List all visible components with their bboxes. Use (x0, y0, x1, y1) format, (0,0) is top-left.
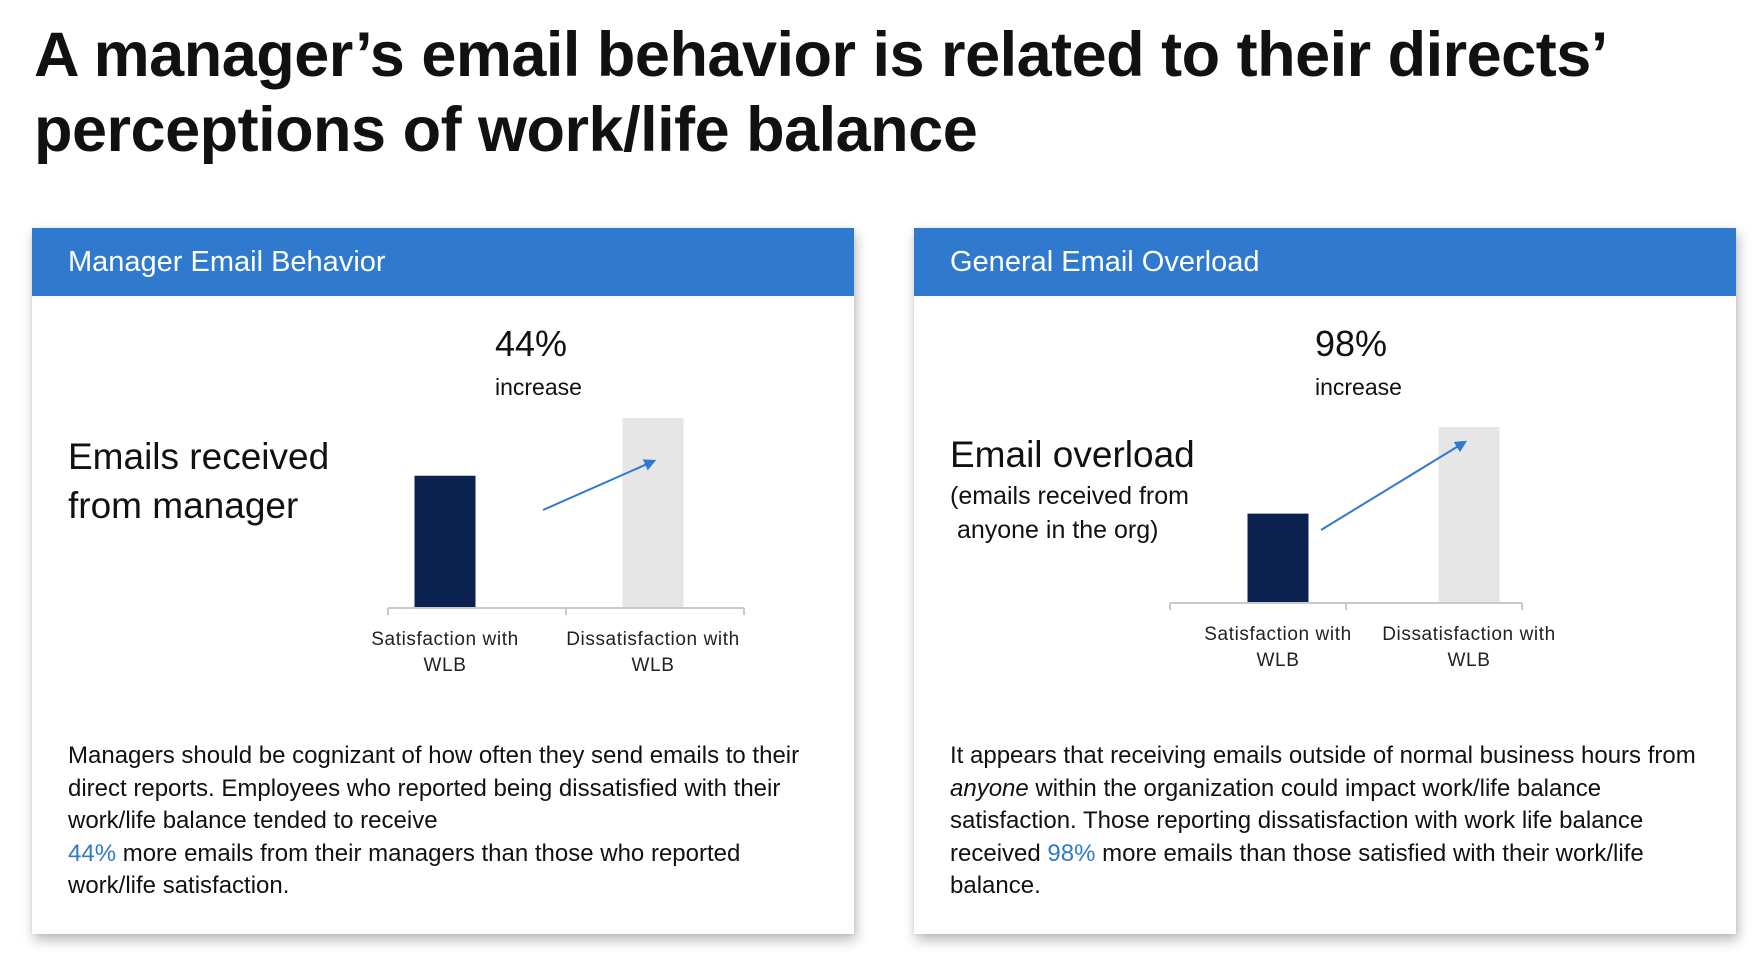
bar (1247, 513, 1309, 602)
category-label: WLB (1257, 650, 1300, 671)
email-from-manager-bar-chart: Satisfaction with WLB Dissatisfaction with… (371, 323, 745, 676)
email-overload-bar-chart: Satisfaction with WLB Dissatisfaction with… (1169, 323, 1556, 671)
manager-email-behavior-card: Manager Email Behavior Emails received f… (32, 228, 854, 934)
bar (414, 475, 476, 607)
annotation-value: 98% (1315, 323, 1387, 364)
bar (1438, 427, 1500, 602)
metric-label: Emails received from manager (68, 432, 329, 530)
card-description: It appears that receiving emails outside… (950, 740, 1710, 903)
card-header: Manager Email Behavior (32, 228, 854, 296)
metric-label: Email overload (emails received from any… (950, 430, 1195, 547)
annotation-label: increase (1315, 374, 1402, 400)
metric-subline: (emails received from (950, 482, 1189, 510)
description-text: within the organization could impact wor… (950, 774, 1644, 867)
metric-line: from manager (68, 485, 299, 526)
increase-arrow (542, 459, 657, 511)
category-label: WLB (424, 655, 467, 676)
metric-line: Emails received (68, 436, 330, 477)
description-text: It appears that receiving emails outside… (950, 742, 1696, 769)
description-text: more emails than those satisfied with th… (950, 839, 1644, 900)
category-label: WLB (1448, 650, 1491, 671)
category-label: Satisfaction with (371, 629, 519, 650)
general-email-overload-card: General Email Overload Email overload (e… (914, 228, 1736, 934)
category-label: Dissatisfaction with (1382, 624, 1556, 645)
page-title: A manager’s email behavior is related to… (34, 20, 1605, 165)
annotation-value: 44% (495, 323, 567, 364)
category-label: Dissatisfaction with (566, 629, 740, 650)
highlight-percent: 98% (1047, 839, 1096, 867)
bar (622, 418, 684, 607)
emphasis-text: anyone (950, 774, 1029, 802)
category-label: WLB (632, 655, 675, 676)
metric-subline: anyone in the org) (950, 516, 1159, 544)
annotation-label: increase (495, 374, 582, 400)
card-header: General Email Overload (914, 228, 1736, 296)
description-text: Managers should be cognizant of how ofte… (68, 742, 800, 834)
category-label: Satisfaction with (1204, 624, 1352, 645)
highlight-percent: 44% (68, 839, 117, 867)
metric-line: Email overload (950, 434, 1195, 475)
description-text: more emails from their managers than tho… (68, 839, 741, 900)
card-description: Managers should be cognizant of how ofte… (68, 740, 828, 903)
increase-arrow (1320, 440, 1468, 531)
